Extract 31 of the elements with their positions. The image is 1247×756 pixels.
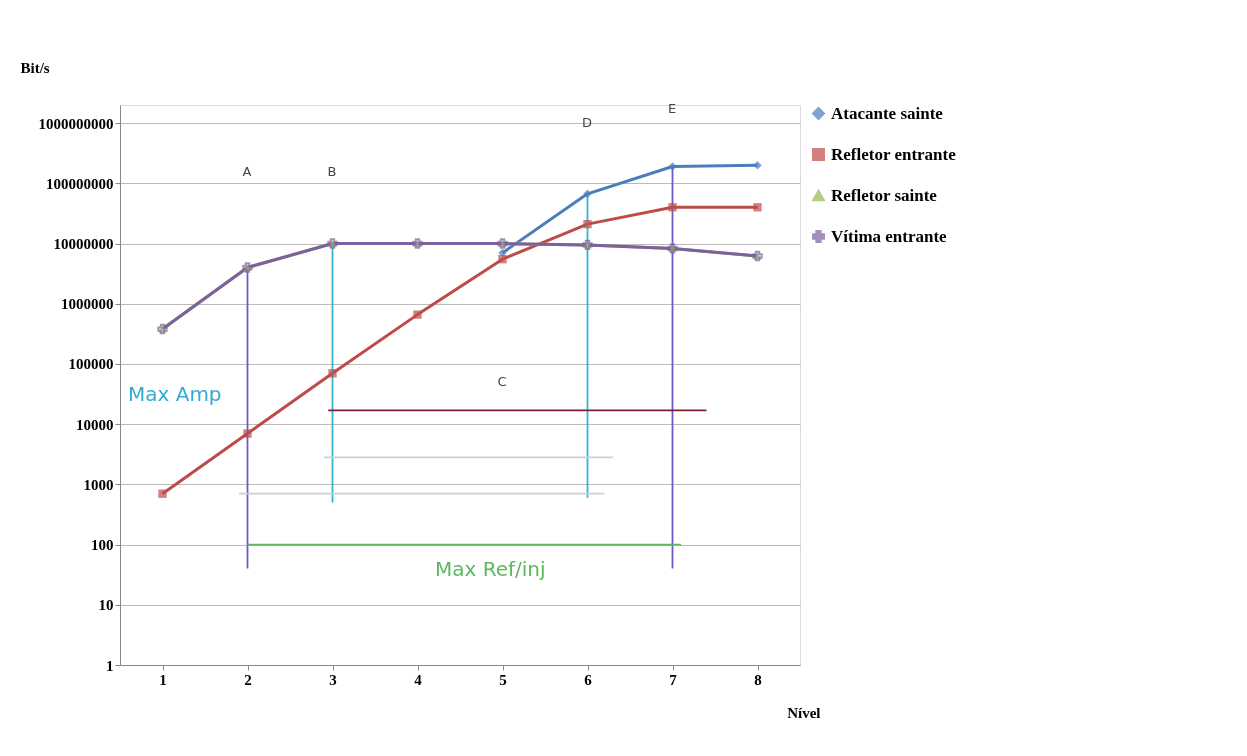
y-tick-label: 100 xyxy=(91,537,114,554)
y-axis-title: Bit/s xyxy=(20,59,50,76)
legend-label: Atacante sainte xyxy=(831,103,944,123)
y-tick-label: 1000000000 xyxy=(38,115,114,132)
annotation: A xyxy=(242,164,252,179)
legend-label: Refletor sainte xyxy=(831,185,938,205)
x-tick-label: 1 xyxy=(159,671,167,688)
y-tick-label: 100000 xyxy=(68,356,114,373)
x-tick-label: 6 xyxy=(584,671,593,688)
annotation: Max Ref/inj xyxy=(435,557,546,581)
x-tick-label: 7 xyxy=(669,671,678,688)
legend-label: Vítima entrante xyxy=(831,226,948,246)
x-tick-label: 8 xyxy=(754,671,762,688)
x-tick-label: 4 xyxy=(414,671,423,688)
x-tick-label: 5 xyxy=(499,671,507,688)
y-tick-label: 10 xyxy=(98,597,114,614)
y-tick-label: 10000000 xyxy=(53,236,114,253)
y-tick-label: 1000 xyxy=(83,476,114,493)
annotation: C xyxy=(497,374,507,389)
x-axis-title: Nível xyxy=(787,704,821,721)
annotation: E xyxy=(667,101,677,116)
y-tick-label: 10000 xyxy=(76,416,114,433)
y-tick-label: 1000000 xyxy=(61,296,114,313)
annotation: B xyxy=(327,164,337,179)
annotation: Max Amp xyxy=(128,382,222,406)
annotation: D xyxy=(581,115,593,130)
x-tick-label: 3 xyxy=(329,671,337,688)
y-tick-label: 100000000 xyxy=(46,175,114,192)
legend-label: Refletor entrante xyxy=(831,144,957,164)
y-tick-label: 1 xyxy=(106,657,114,674)
x-tick-label: 2 xyxy=(244,671,252,688)
